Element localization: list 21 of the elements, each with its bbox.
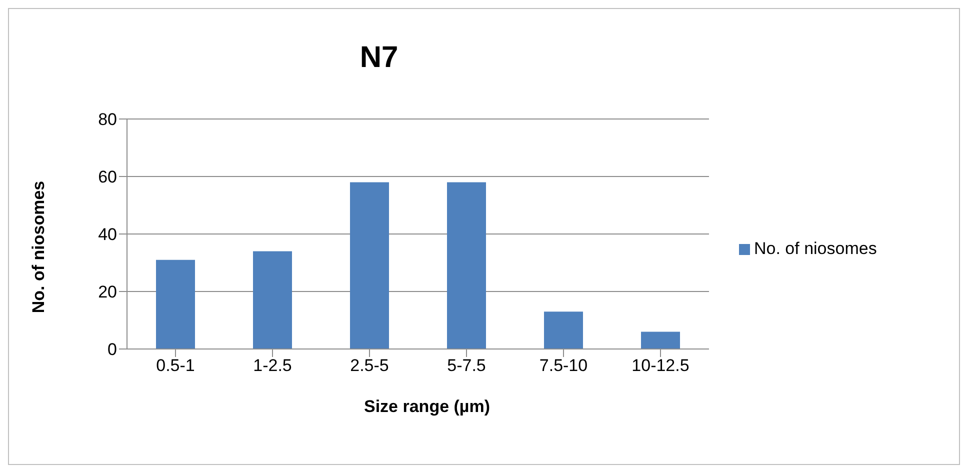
y-tick-label: 0 [108, 340, 117, 360]
x-tick-label: 2.5-5 [350, 356, 389, 376]
bar [641, 332, 680, 349]
bar [544, 312, 583, 349]
y-tick-label: 20 [98, 282, 117, 302]
bar [350, 182, 389, 349]
y-tick-label: 80 [98, 110, 117, 130]
legend-label: No. of niosomes [754, 239, 877, 258]
x-tick-label: 7.5-10 [539, 356, 588, 376]
bar [156, 260, 195, 349]
x-tick-label: 1-2.5 [253, 356, 292, 376]
bar [447, 182, 486, 349]
y-axis-title: No. of niosomes [29, 180, 49, 314]
bar [253, 251, 292, 349]
chart-title: N7 [358, 41, 400, 75]
x-tick-label: 10-12.5 [632, 356, 690, 376]
y-tick-label: 40 [98, 225, 117, 244]
x-tick-label: 5-7.5 [447, 356, 486, 376]
y-tick-label: 60 [98, 168, 117, 187]
x-tick-label: 0.5-1 [156, 356, 195, 376]
x-axis-title: Size range (µm) [363, 397, 491, 417]
